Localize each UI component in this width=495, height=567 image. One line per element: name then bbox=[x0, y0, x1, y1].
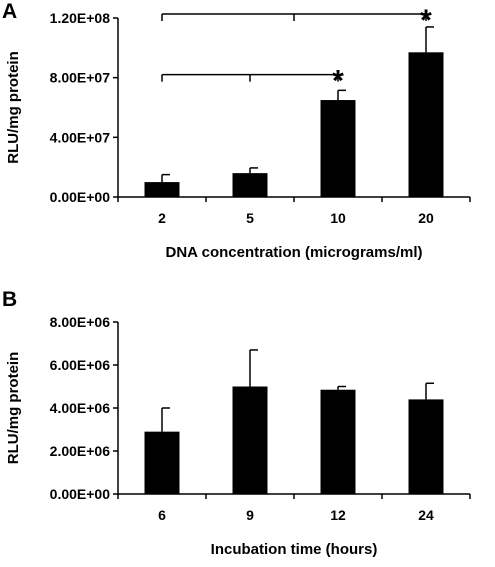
x-tick-label: 6 bbox=[158, 507, 166, 523]
bar bbox=[144, 182, 180, 197]
x-tick-label: 20 bbox=[418, 210, 434, 226]
y-tick-label: 8.00E+06 bbox=[50, 314, 111, 330]
chart-a: 0.00E+00 4.00E+07 8.00E+07 1.20E+08 2 5 10 20 DN… bbox=[5, 4, 471, 261]
y-tick-label: 0.00E+00 bbox=[50, 189, 111, 205]
y-tick-label: 1.20E+08 bbox=[50, 10, 111, 26]
bar bbox=[144, 431, 180, 494]
panel-label-a: A bbox=[2, 0, 17, 23]
x-tick-label: 24 bbox=[418, 507, 434, 523]
x-tick-label: 12 bbox=[330, 507, 346, 523]
bar bbox=[320, 389, 356, 494]
x-tick-label: 5 bbox=[246, 210, 254, 226]
panel-label-b: B bbox=[2, 288, 17, 311]
bar bbox=[232, 386, 268, 494]
y-tick-label: 4.00E+07 bbox=[50, 129, 111, 145]
bar bbox=[408, 399, 444, 494]
y-axis-title: RLU/mg protein bbox=[5, 51, 22, 164]
bar bbox=[320, 100, 356, 197]
y-axis-title: RLU/mg protein bbox=[5, 352, 22, 465]
x-tick-label: 10 bbox=[330, 210, 346, 226]
y-tick-label: 0.00E+00 bbox=[50, 486, 111, 502]
bar bbox=[408, 52, 444, 197]
y-tick-label: 6.00E+06 bbox=[50, 357, 111, 373]
significance-star: * bbox=[420, 4, 432, 37]
y-tick-label: 8.00E+07 bbox=[50, 70, 111, 86]
x-tick-label: 2 bbox=[158, 210, 166, 226]
x-tick-label: 9 bbox=[246, 507, 254, 523]
y-tick-label: 4.00E+06 bbox=[50, 400, 111, 416]
x-axis-title: Incubation time (hours) bbox=[211, 541, 378, 558]
chart-b: 0.00E+00 2.00E+06 4.00E+06 6.00E+06 8.00E+06… bbox=[5, 314, 471, 558]
bar bbox=[232, 173, 268, 197]
x-axis-title: DNA concentration (micrograms/ml) bbox=[166, 244, 423, 261]
significance-star: * bbox=[332, 65, 344, 98]
y-tick-label: 2.00E+06 bbox=[50, 443, 111, 459]
